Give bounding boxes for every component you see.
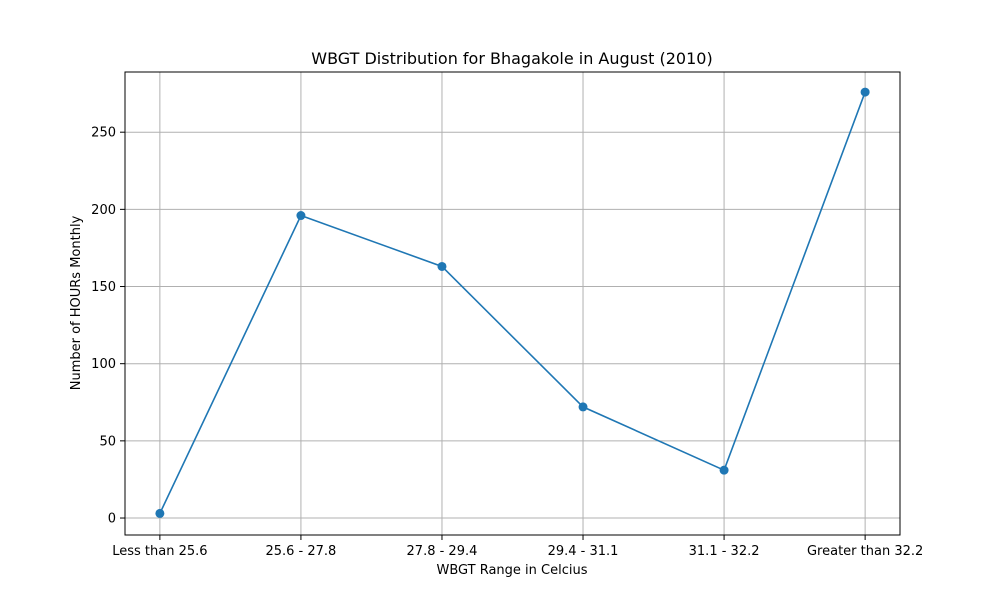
x-tick-label: 25.6 - 27.8: [265, 544, 336, 559]
x-tick-label: 31.1 - 32.2: [689, 544, 760, 559]
y-axis-label: Number of HOURs Monthly: [69, 215, 84, 390]
y-tick-label: 250: [91, 126, 116, 141]
series-layer: [155, 87, 870, 518]
y-tick-label: 150: [91, 280, 116, 295]
x-tick-label: 27.8 - 29.4: [407, 544, 478, 559]
x-tick-label: Less than 25.6: [112, 544, 207, 559]
data-point-0: [155, 508, 165, 518]
chart-title: WBGT Distribution for Bhagakole in Augus…: [311, 49, 712, 68]
x-axis-ticks: Less than 25.6 25.6 - 27.8 27.8 - 29.4 29.4…: [112, 535, 923, 559]
data-point-4: [719, 465, 729, 475]
y-axis-ticks: 0 50 100 150 200 250: [91, 126, 125, 527]
axes-frame: [124, 71, 901, 536]
y-tick-label: 50: [99, 434, 116, 449]
data-point-2: [437, 261, 447, 271]
series-line: [159, 91, 866, 514]
y-tick-label: 200: [91, 203, 116, 218]
x-axis-label: WBGT Range in Celcius: [436, 563, 587, 578]
data-point-1: [296, 211, 306, 221]
y-tick-label: 100: [91, 357, 116, 372]
x-tick-label: 29.4 - 31.1: [548, 544, 619, 559]
data-point-5: [860, 87, 870, 97]
y-tick-label: 0: [108, 512, 116, 527]
data-point-3: [578, 402, 588, 412]
grid-layer: [125, 72, 900, 535]
x-tick-label: Greater than 32.2: [807, 544, 923, 559]
